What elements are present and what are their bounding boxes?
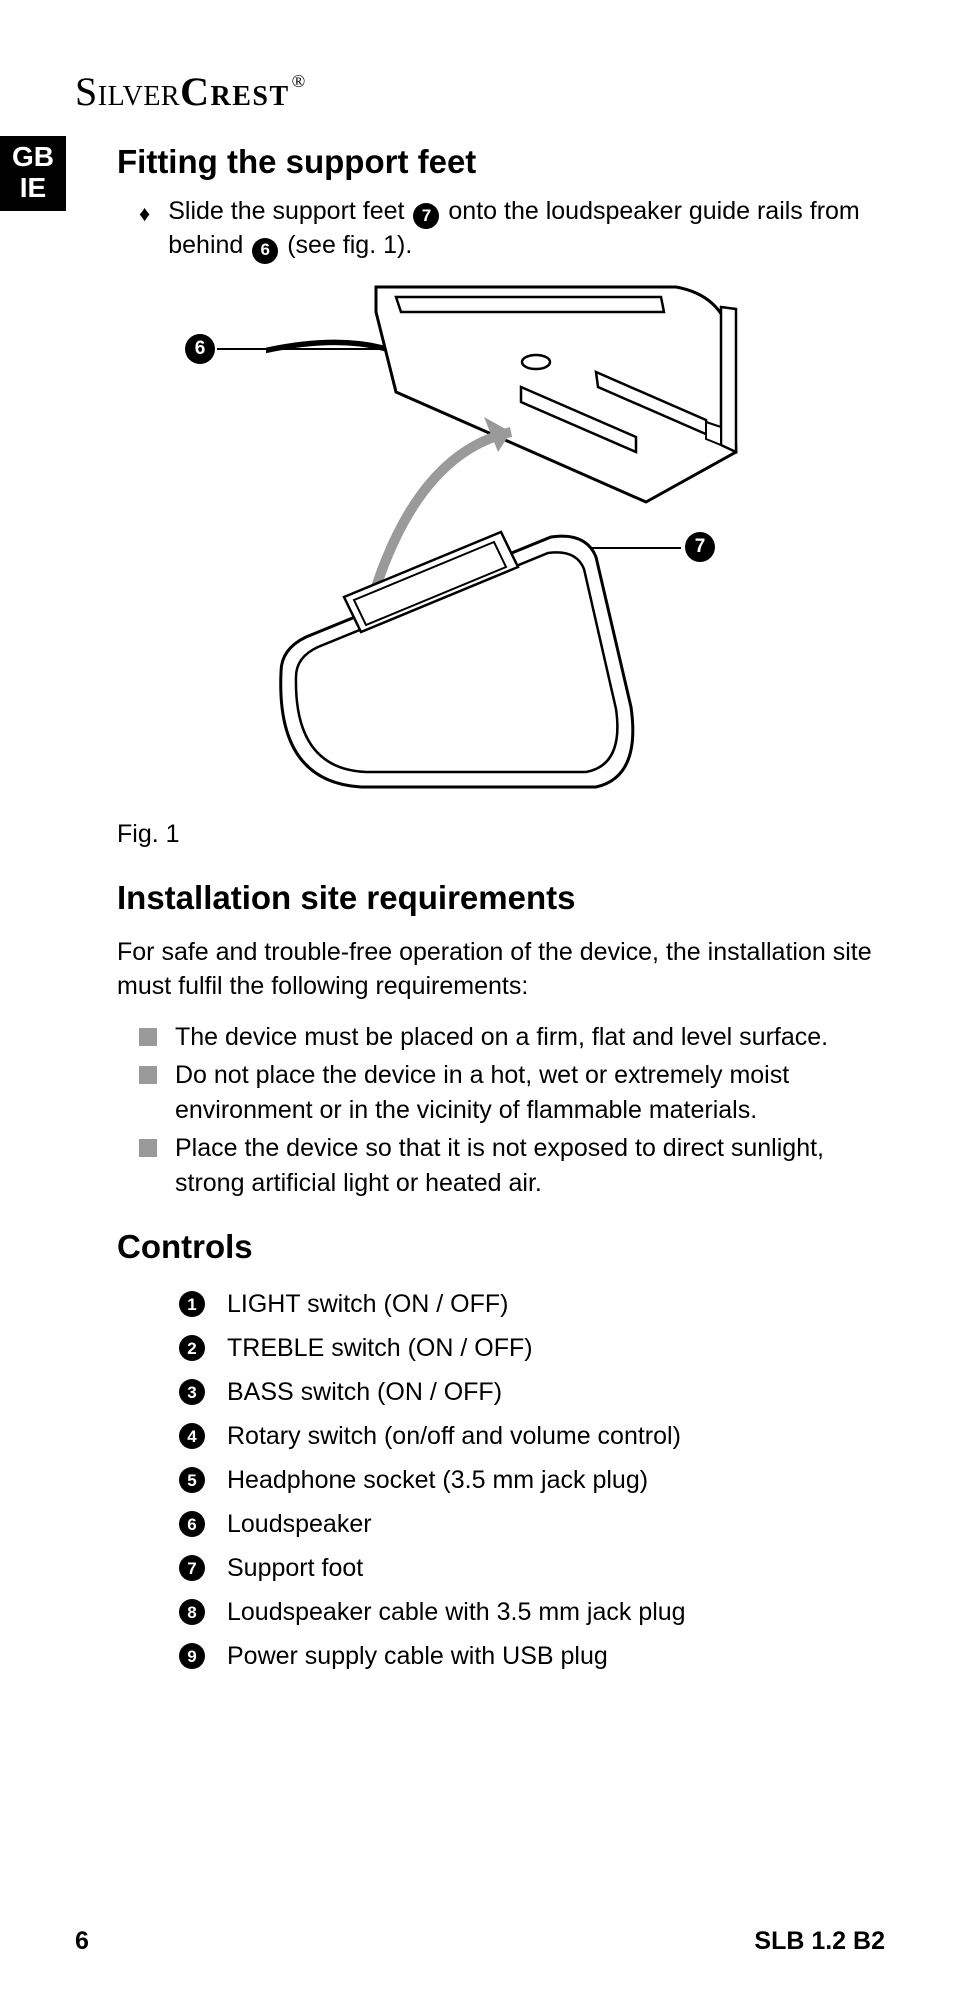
ref-num: 5 (179, 1467, 205, 1493)
brand-reg: ® (292, 71, 307, 91)
lang-line-1: GB (0, 142, 66, 173)
ref-num: 8 (179, 1599, 205, 1625)
list-item: 9Power supply cable with USB plug (177, 1636, 885, 1676)
list-item: Place the device so that it is not expos… (117, 1131, 885, 1200)
ref-num: 4 (179, 1423, 205, 1449)
brand-part1: Silver (75, 69, 180, 114)
ref-num: 7 (179, 1555, 205, 1581)
fitting-instruction: ♦ Slide the support feet 7 onto the loud… (117, 195, 885, 264)
fitting-title: Fitting the support feet (117, 143, 885, 181)
controls-title: Controls (117, 1228, 885, 1266)
list-item: 4Rotary switch (on/off and volume contro… (177, 1416, 885, 1456)
square-bullet-icon (139, 1139, 157, 1157)
ref-num: 2 (179, 1335, 205, 1361)
install-title: Installation site requirements (117, 879, 885, 917)
list-item: 2TREBLE switch (ON / OFF) (177, 1328, 885, 1368)
figure-drawing (266, 277, 816, 797)
language-badge: GB IE (0, 136, 66, 211)
install-intro: For safe and trouble-free operation of t… (117, 935, 885, 1004)
list-item: 7Support foot (177, 1548, 885, 1588)
diamond-bullet-icon: ♦ (139, 199, 150, 229)
ref-num: 3 (179, 1379, 205, 1405)
ref-num: 9 (179, 1643, 205, 1669)
lang-line-2: IE (0, 173, 66, 204)
ref-num: 1 (179, 1291, 205, 1317)
controls-list: 1LIGHT switch (ON / OFF) 2TREBLE switch … (177, 1284, 885, 1676)
callout-6: 6 (185, 334, 215, 364)
figure-caption: Fig. 1 (117, 820, 885, 849)
model-number: SLB 1.2 B2 (754, 1927, 885, 1956)
square-bullet-icon (139, 1028, 157, 1046)
install-requirements-list: The device must be placed on a firm, fla… (117, 1020, 885, 1201)
figure-1: 6 7 (151, 292, 851, 802)
ref-num-6: 6 (252, 238, 278, 264)
list-item: 3BASS switch (ON / OFF) (177, 1372, 885, 1412)
list-item: 1LIGHT switch (ON / OFF) (177, 1284, 885, 1324)
list-item: 8Loudspeaker cable with 3.5 mm jack plug (177, 1592, 885, 1632)
square-bullet-icon (139, 1066, 157, 1084)
page-number: 6 (75, 1927, 89, 1956)
list-item: Do not place the device in a hot, wet or… (117, 1058, 885, 1127)
brand-part2: Crest (180, 69, 290, 114)
list-item: 6Loudspeaker (177, 1504, 885, 1544)
ref-num: 6 (179, 1511, 205, 1537)
list-item: 5Headphone socket (3.5 mm jack plug) (177, 1460, 885, 1500)
brand-logo: SilverCrest® (75, 68, 885, 115)
list-item: The device must be placed on a firm, fla… (117, 1020, 885, 1055)
page-footer: 6 SLB 1.2 B2 (75, 1927, 885, 1956)
ref-num-7: 7 (413, 203, 439, 229)
fitting-text: Slide the support feet 7 onto the loudsp… (168, 195, 885, 264)
